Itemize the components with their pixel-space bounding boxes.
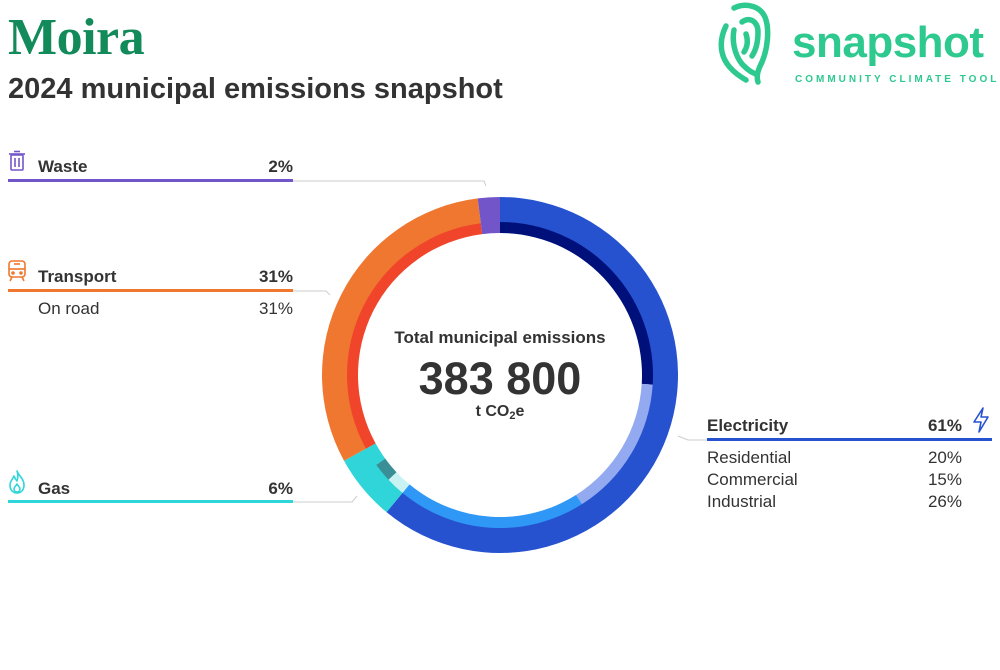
waste-underline xyxy=(8,179,293,182)
inner-slice-gas-3 xyxy=(388,472,410,493)
trash-can-icon xyxy=(9,150,25,171)
electricity-sub-percent-residential: 20% xyxy=(927,448,962,467)
gas-leader-line xyxy=(293,495,358,503)
inner-slice-waste-7 xyxy=(480,222,500,235)
unit-subscript: 2 xyxy=(509,410,516,422)
page-subtitle: 2024 municipal emissions snapshot xyxy=(8,73,503,105)
inner-slice-gas-4 xyxy=(376,458,397,480)
transport-sub-percent: 31% xyxy=(258,299,293,318)
electricity-leader-line xyxy=(677,435,708,441)
transport-label: Transport xyxy=(38,267,117,286)
outer-slice-electricity xyxy=(386,197,678,553)
transport-underline xyxy=(8,289,293,292)
total-value: 383 800 xyxy=(418,353,582,404)
lightning-bolt-icon xyxy=(973,407,989,433)
gas-underline xyxy=(8,500,293,503)
outer-ring xyxy=(321,197,678,553)
outer-slice-waste xyxy=(477,197,500,225)
inner-slice-transport-on-road xyxy=(347,223,483,449)
electricity-underline xyxy=(707,438,992,441)
electricity-label: Electricity xyxy=(707,416,789,435)
electricity-sub-label-commercial: Commercial xyxy=(707,470,798,489)
waste-leader-line xyxy=(293,180,487,187)
logo-wordmark: snapshot xyxy=(792,18,984,67)
unit-suffix: e xyxy=(515,403,525,420)
outer-slice-transport xyxy=(321,198,481,461)
waste-label: Waste xyxy=(38,157,88,176)
total-unit: t CO2e xyxy=(350,403,650,422)
transport-sub-label: On road xyxy=(38,299,100,318)
transport-percent: 31% xyxy=(258,267,293,286)
electricity-sub-label-industrial: Industrial xyxy=(707,492,776,511)
unit-prefix: t CO xyxy=(475,403,510,420)
page-title: Moira xyxy=(8,9,145,66)
flame-icon xyxy=(9,470,25,494)
electricity-sub-percent-commercial: 15% xyxy=(927,470,962,489)
inner-slice-electricity-residential xyxy=(402,484,582,528)
waste-percent: 2% xyxy=(268,157,293,176)
logo-tagline: COMMUNITY CLIMATE TOOL xyxy=(795,74,1000,85)
inner-ring xyxy=(347,222,653,528)
inner-slice-electricity-commercial xyxy=(576,383,653,505)
outer-slice-gas xyxy=(344,448,404,513)
transport-leader-line xyxy=(293,290,331,296)
fingerprint-logo-icon xyxy=(718,2,771,85)
gas-percent: 6% xyxy=(268,479,293,498)
gas-label: Gas xyxy=(38,479,71,498)
inner-slice-gas-5 xyxy=(365,443,386,465)
snapshot-logo: snapshot COMMUNITY CLIMATE TOOL xyxy=(712,0,1000,92)
train-icon xyxy=(8,260,26,282)
electricity-sub-label-residential: Residential xyxy=(707,448,792,467)
electricity-sub-percent-industrial: 26% xyxy=(927,492,962,511)
electricity-percent: 61% xyxy=(927,416,962,435)
total-label: Total municipal emissions xyxy=(394,328,606,347)
inner-slice-electricity-industrial xyxy=(500,222,653,385)
